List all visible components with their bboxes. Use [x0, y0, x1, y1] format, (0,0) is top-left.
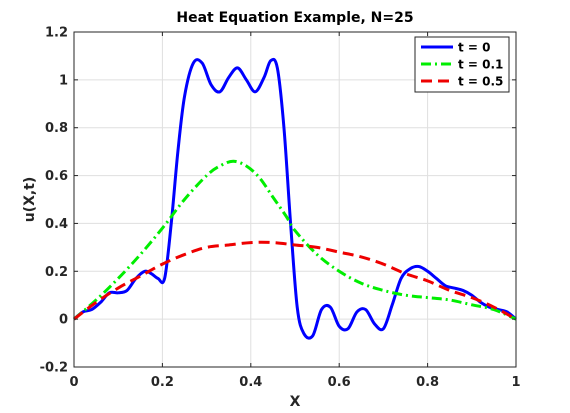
x-tick-label: 0.4	[239, 375, 262, 390]
ticks: 0 0.2 0.4 0.6 0.8 1-0.200.20.40.60.811.2	[40, 26, 521, 391]
legend-label-2: t = 0.5	[458, 75, 503, 89]
legend-label-0: t = 0	[458, 41, 491, 55]
y-tick-label: 0.4	[45, 217, 68, 232]
y-tick-label: 0	[59, 313, 68, 328]
series-line-1	[73, 159, 517, 321]
y-tick-label: 0.2	[45, 265, 68, 280]
y-tick-label: -0.2	[40, 361, 68, 376]
x-tick-label: 0.2	[151, 375, 174, 390]
series-layer	[73, 57, 517, 340]
series-line-2	[73, 240, 517, 321]
chart-title: Heat Equation Example, N=25	[176, 10, 413, 26]
series-line-0	[73, 57, 517, 340]
x-tick-label: 0	[69, 375, 78, 390]
x-tick-label: 1	[511, 375, 520, 390]
x-tick-label: 0.8	[416, 375, 439, 390]
y-axis-label: u(X,t)	[22, 177, 38, 223]
y-tick-label: 1	[59, 73, 68, 88]
y-tick-label: 0.8	[45, 121, 68, 136]
legend: t = 0 t = 0.1 t = 0.5	[414, 36, 510, 93]
y-tick-label: 1.2	[45, 26, 68, 41]
y-tick-label: 0.6	[45, 169, 68, 184]
x-tick-label: 0.6	[328, 375, 351, 390]
legend-label-1: t = 0.1	[458, 58, 503, 72]
plot-frame	[73, 31, 517, 368]
x-axis-label: X	[290, 394, 301, 410]
